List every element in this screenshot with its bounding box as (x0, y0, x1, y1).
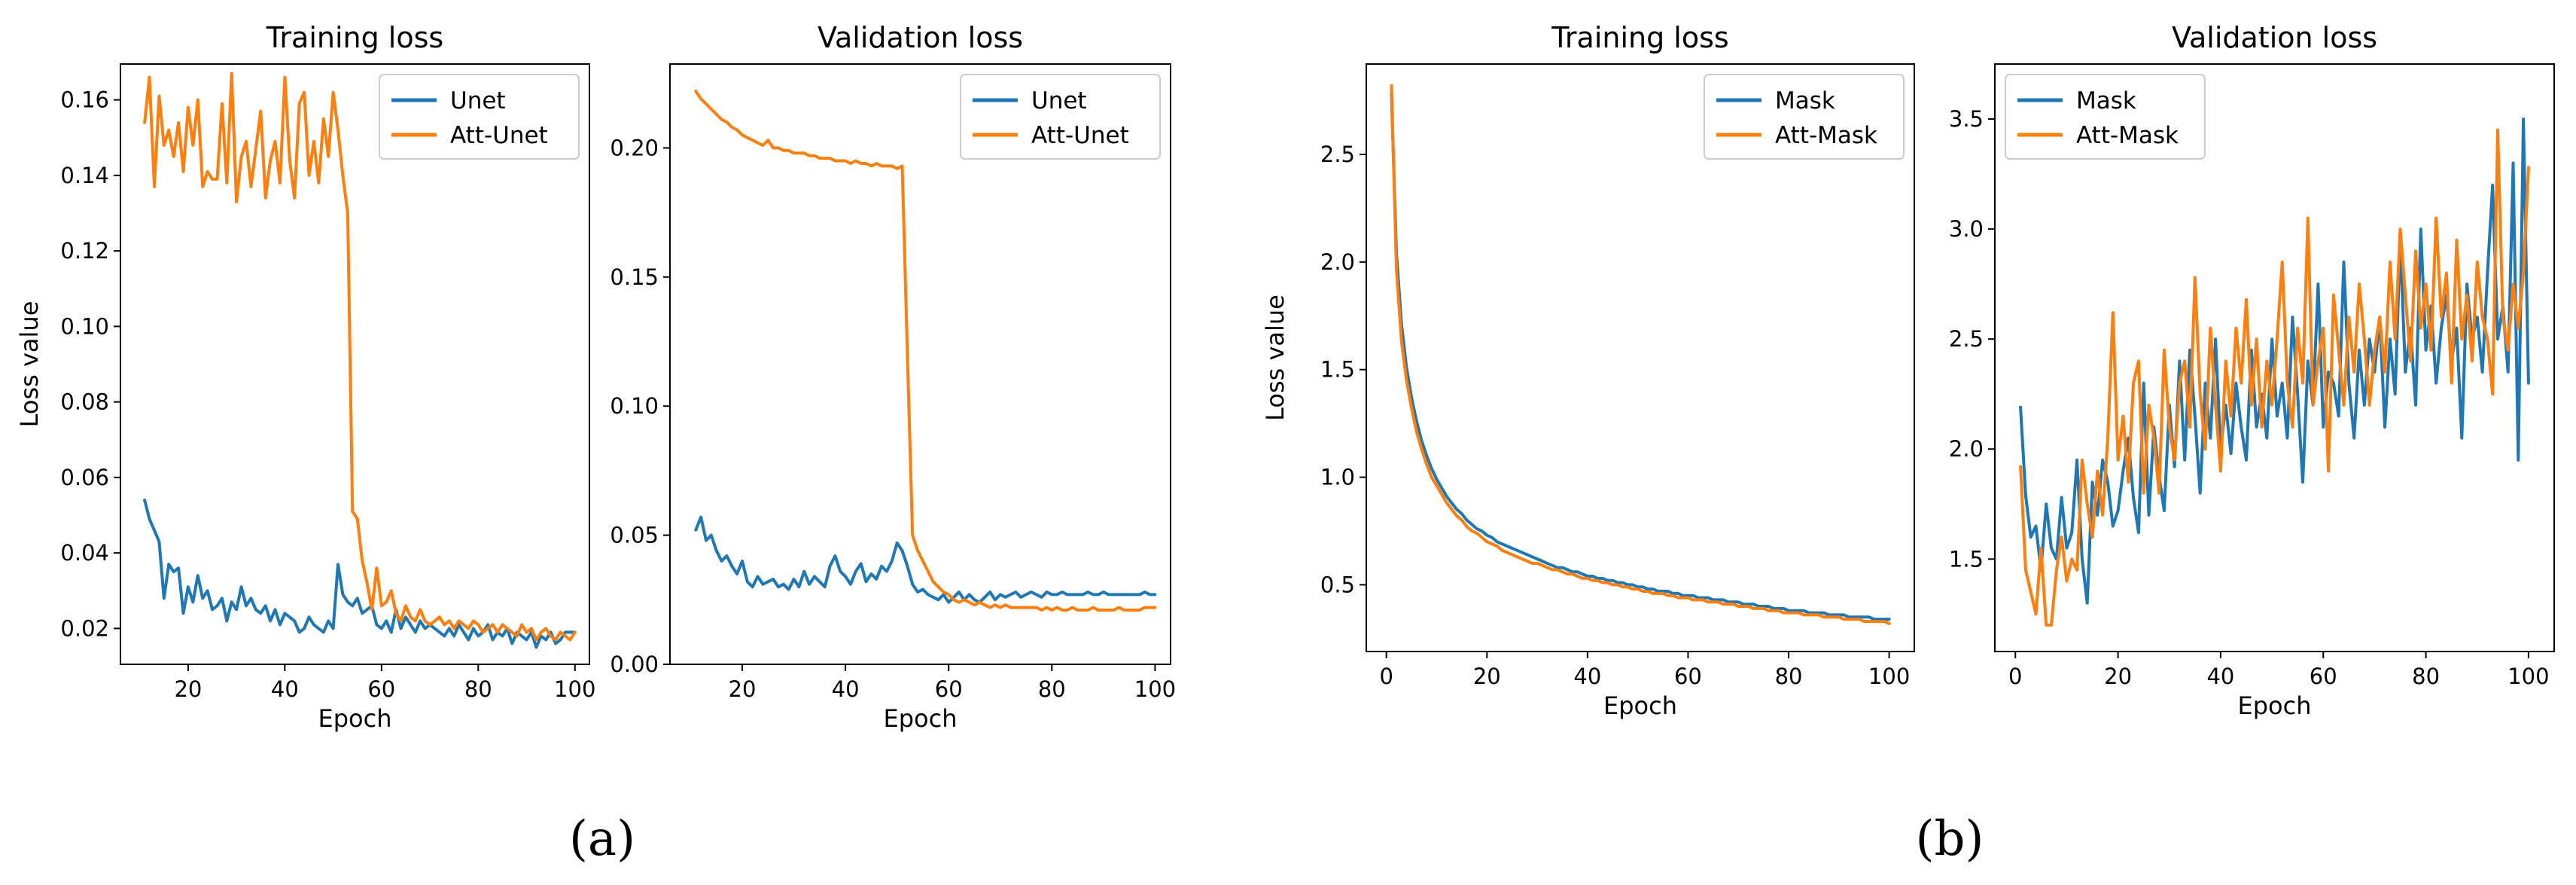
y-tick-label: 3.5 (1949, 106, 1984, 132)
x-tick-label: 0 (2008, 664, 2022, 689)
legend-box (1704, 74, 1905, 160)
y-tick-label: 0.04 (60, 540, 109, 566)
chart-legend: Unet Att-Unet (379, 74, 580, 160)
x-tick-label: 20 (729, 676, 757, 702)
y-tick-label: 1.5 (1320, 357, 1355, 383)
x-axis-label: Epoch (884, 704, 958, 733)
x-tick-label: 40 (271, 676, 299, 702)
x-tick-label: 60 (2310, 664, 2337, 689)
legend-entry-label: Unet (450, 87, 506, 114)
y-tick-label: 0.00 (610, 652, 659, 677)
y-tick-label: 3.0 (1949, 216, 1984, 242)
panel-label-a: (a) (569, 811, 635, 867)
chart-legend: Unet Att-Unet (960, 74, 1161, 160)
y-tick-label: 0.15 (610, 264, 659, 290)
chart-title: Validation loss (818, 21, 1023, 54)
y-axis-label: Loss value (15, 301, 44, 428)
chart-title: Validation loss (2172, 21, 2377, 54)
chart-title: Training loss (266, 21, 443, 54)
x-tick-label: 80 (464, 676, 492, 702)
x-tick-label: 60 (935, 676, 963, 702)
series-line-unet (694, 515, 1157, 604)
series-line-att-unet (143, 72, 577, 642)
y-tick-label: 0.06 (60, 465, 109, 490)
x-tick-label: 40 (1573, 664, 1601, 689)
y-tick-label: 2.5 (1949, 326, 1984, 352)
y-tick-label: 2.5 (1320, 142, 1355, 167)
legend-entry-label: Mask (1775, 87, 1835, 114)
y-tick-label: 1.5 (1949, 546, 1984, 572)
x-tick-label: 100 (1134, 676, 1176, 702)
chart-1: 20 40 60 80 100 0.02 0.04 0.06 0.08 0.10 0.12 0.14 0… (15, 21, 595, 733)
series-line-att-mask (1390, 84, 1891, 625)
legend-box (379, 74, 580, 160)
x-tick-label: 80 (2412, 664, 2440, 689)
x-tick-label: 100 (554, 676, 595, 702)
x-tick-label: 40 (2206, 664, 2234, 689)
y-tick-label: 0.12 (60, 238, 109, 264)
plot-frame (120, 63, 590, 665)
y-tick-label: 0.10 (610, 393, 659, 419)
x-axis-label: Epoch (1603, 691, 1677, 720)
y-tick-label: 2.0 (1949, 436, 1984, 462)
chart-legend: Mask Att-Mask (1704, 74, 1905, 160)
chart-title: Training loss (1551, 21, 1728, 54)
x-tick-label: 80 (1038, 676, 1066, 702)
legend-entry-label: Att-Unet (450, 122, 548, 149)
series-line-unet (143, 499, 577, 649)
y-axis-label: Loss value (1261, 294, 1290, 421)
x-tick-label: 60 (367, 676, 395, 702)
y-tick-label: 2.0 (1320, 249, 1355, 275)
y-tick-label: 0.5 (1320, 572, 1355, 597)
chart-legend: Mask Att-Mask (2005, 74, 2206, 160)
plot-frame (1994, 63, 2555, 652)
series-line-att-mask (2019, 128, 2530, 627)
legend-entry-label: Mask (2076, 87, 2136, 114)
legend-entry-label: Att-Mask (2076, 122, 2179, 149)
legend-box (960, 74, 1161, 160)
chart-4: 0 20 40 60 80 100 1.5 2.0 2.5 3.0 3.5 Validation lo… (1949, 21, 2555, 720)
y-tick-label: 0.05 (610, 523, 659, 548)
x-tick-label: 20 (2104, 664, 2132, 689)
chart-3: 0 20 40 60 80 100 0.5 1.0 1.5 2.0 2.5 Training loss… (1261, 21, 1915, 720)
series-line-att-unet (694, 90, 1157, 612)
x-tick-label: 20 (1473, 664, 1501, 689)
panel-label-b: (b) (1916, 811, 1984, 867)
x-tick-label: 80 (1775, 664, 1803, 689)
x-tick-label: 60 (1674, 664, 1702, 689)
x-tick-label: 0 (1379, 664, 1393, 689)
y-tick-label: 1.0 (1320, 465, 1355, 490)
x-tick-label: 100 (1868, 664, 1910, 689)
x-axis-label: Epoch (318, 704, 392, 733)
y-tick-label: 0.16 (60, 87, 109, 113)
legend-box (2005, 74, 2206, 160)
series-line-mask (1390, 93, 1891, 621)
y-tick-label: 0.02 (60, 615, 109, 641)
legend-entry-label: Unet (1031, 87, 1087, 114)
x-tick-label: 20 (174, 676, 202, 702)
y-tick-label: 0.10 (60, 313, 109, 339)
plot-frame (1366, 63, 1915, 652)
legend-entry-label: Att-Unet (1031, 122, 1129, 149)
chart-2: 20 40 60 80 100 0.00 0.05 0.10 0.15 0.20 Validatio… (610, 21, 1176, 733)
y-tick-label: 0.20 (610, 135, 659, 160)
plot-frame (669, 63, 1171, 665)
y-tick-label: 0.14 (60, 163, 109, 188)
legend-entry-label: Att-Mask (1775, 122, 1877, 149)
x-tick-label: 40 (832, 676, 860, 702)
x-tick-label: 100 (2507, 664, 2549, 689)
y-tick-label: 0.08 (60, 389, 109, 415)
x-axis-label: Epoch (2238, 691, 2312, 720)
